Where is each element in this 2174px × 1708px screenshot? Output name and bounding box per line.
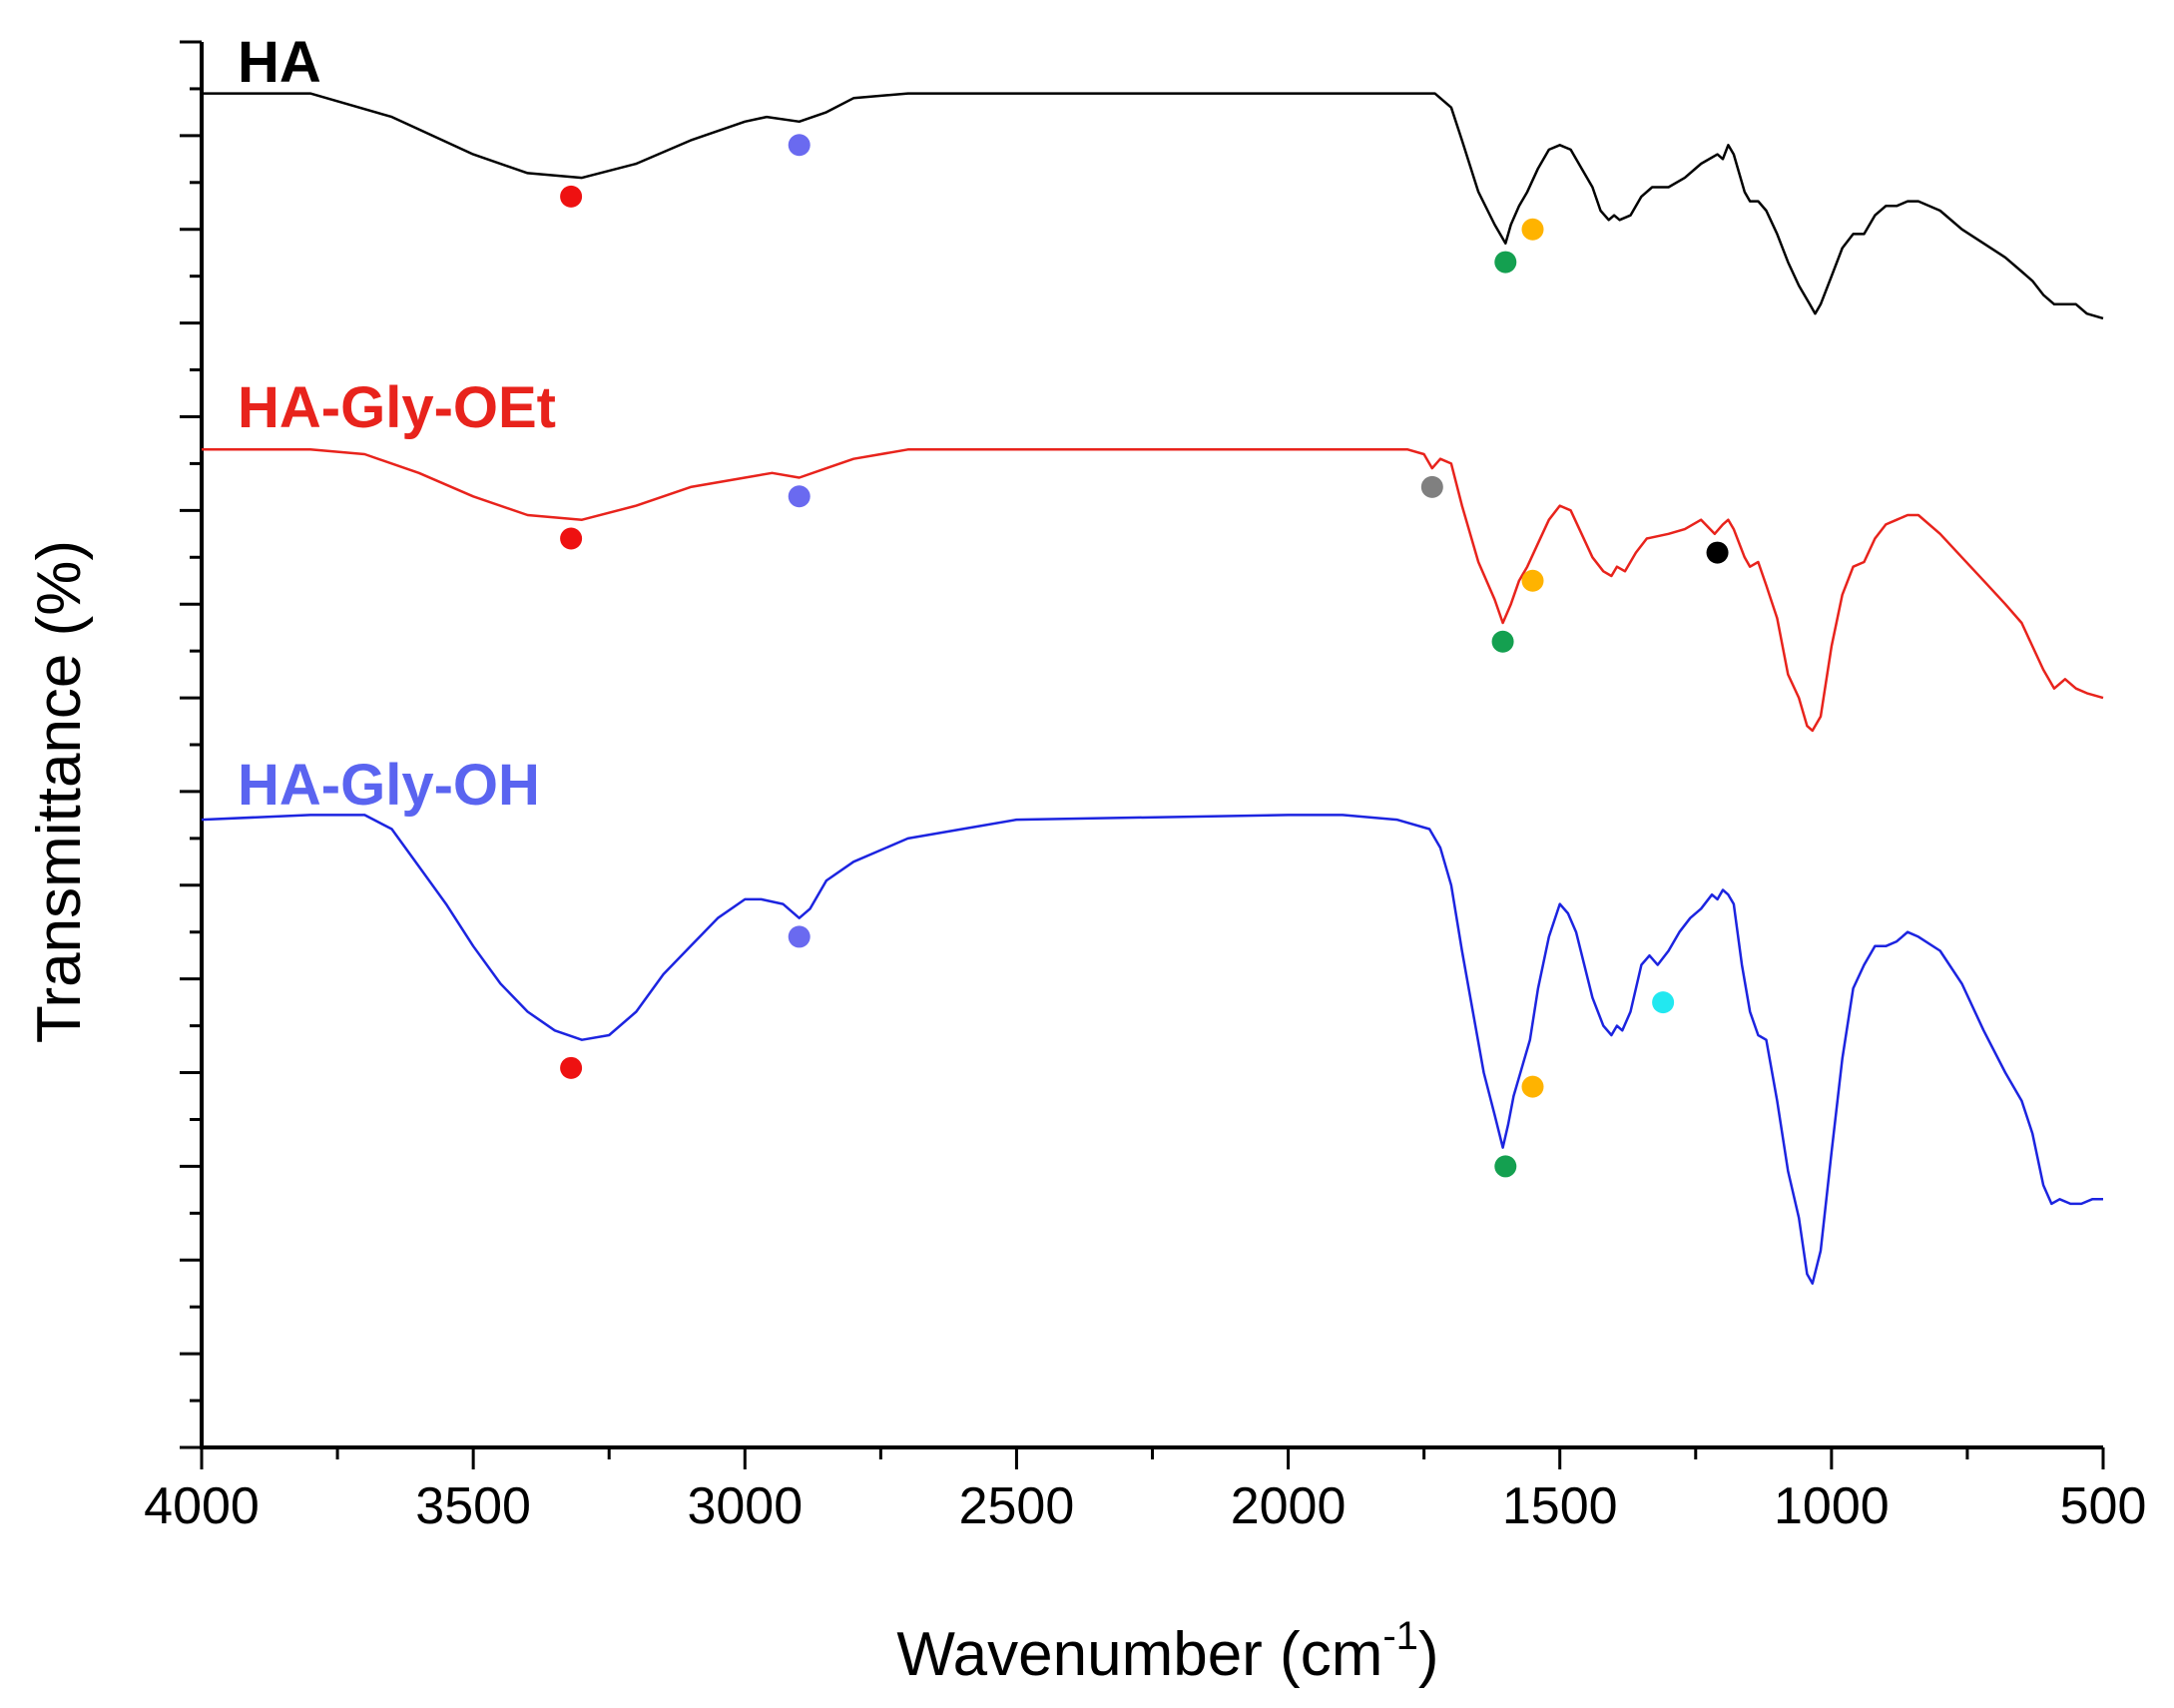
peak-marker <box>788 134 811 157</box>
peak-marker <box>1521 218 1544 241</box>
series-label-ha-gly-oet: HA-Gly-OEt <box>238 375 556 440</box>
x-tick-label: 1500 <box>1502 1477 1618 1535</box>
peak-marker <box>1494 1155 1517 1178</box>
x-tick-label: 3000 <box>687 1477 803 1535</box>
peak-marker <box>560 1056 583 1079</box>
peak-marker <box>1652 991 1675 1014</box>
peak-marker <box>1706 541 1729 564</box>
peak-marker <box>1420 475 1443 498</box>
x-tick-label: 4000 <box>144 1477 260 1535</box>
x-tick-label: 2500 <box>959 1477 1075 1535</box>
x-axis-title: Wavenumber (cm-1) <box>896 1614 1438 1689</box>
peak-marker <box>560 185 583 208</box>
peak-marker <box>1521 1075 1544 1098</box>
series-line-ha <box>202 92 2104 320</box>
series-label-ha: HA <box>238 30 321 95</box>
series-line-ha-gly-oet <box>202 448 2104 733</box>
peak-marker <box>1494 251 1517 274</box>
series-label-ha-gly-oh: HA-Gly-OH <box>238 753 540 818</box>
peak-marker <box>1521 569 1544 592</box>
peak-marker <box>788 925 811 948</box>
y-axis-title: Transmittance (%) <box>25 540 94 1043</box>
peak-marker <box>560 527 583 550</box>
x-tick-label: 1000 <box>1774 1477 1890 1535</box>
peak-marker <box>788 485 811 508</box>
axes: 4000 3500 3000 2500 2000 1500 1000 500 <box>144 40 2147 1535</box>
series-line-ha-gly-oh <box>201 814 2103 1285</box>
peak-marker <box>1491 630 1514 653</box>
x-tick-label: 3500 <box>415 1477 531 1535</box>
peak-markers <box>560 134 1729 1178</box>
x-tick-label: 2000 <box>1231 1477 1347 1535</box>
series-labels: HA HA-Gly-OEt HA-Gly-OH <box>238 30 556 818</box>
series-lines <box>201 92 2104 1285</box>
x-tick-label: 500 <box>2060 1477 2147 1535</box>
